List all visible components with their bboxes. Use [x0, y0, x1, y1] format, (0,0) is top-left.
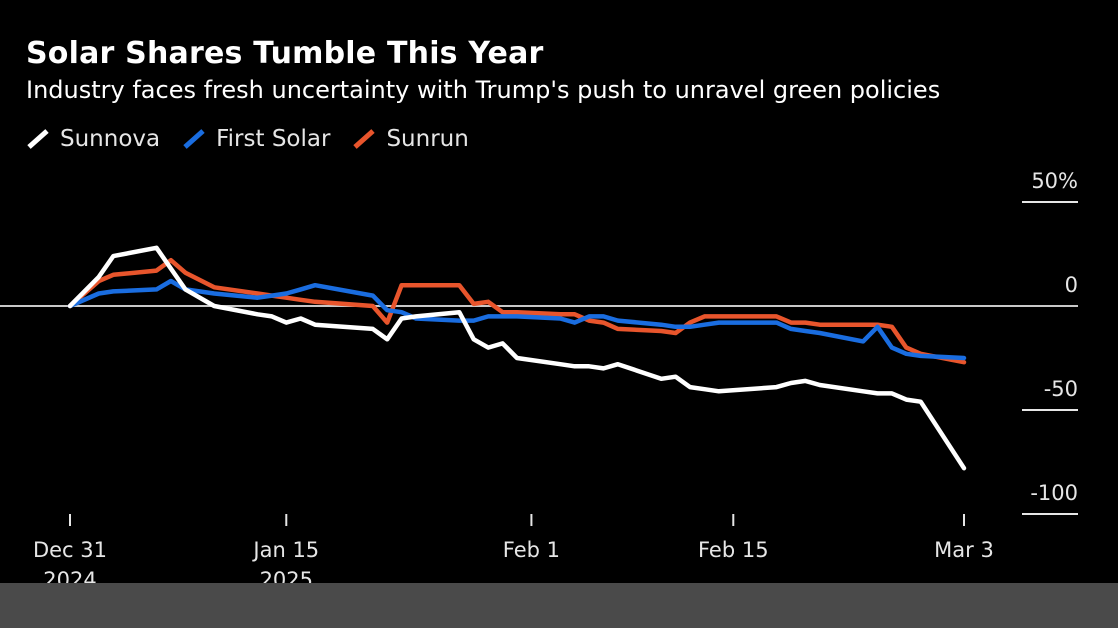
footer-bar	[0, 583, 1118, 628]
legend-item-first-solar[interactable]: First Solar	[182, 126, 330, 152]
x-tick-label: Feb 15	[698, 538, 769, 562]
y-tick-label: -50	[1044, 377, 1078, 401]
x-tick-label: Feb 1	[503, 538, 560, 562]
series-line-first-solar	[67, 278, 967, 361]
chart-subtitle: Industry faces fresh uncertainty with Tr…	[26, 76, 941, 104]
legend-swatch-first-solar	[183, 129, 205, 149]
series-line-sunrun	[67, 257, 967, 365]
y-tick-label: 50%	[1031, 169, 1078, 193]
x-tick-label: Dec 31	[33, 538, 107, 562]
x-tick-label: Jan 15	[251, 538, 319, 562]
legend-label-sunrun: Sunrun	[386, 126, 469, 152]
legend-item-sunrun[interactable]: Sunrun	[352, 126, 469, 152]
legend-swatch-line-sunrun	[353, 129, 376, 149]
chart-legend: Sunnova First Solar Sunrun	[26, 126, 469, 152]
x-tick-label: Mar 3	[934, 538, 994, 562]
legend-swatch-line-first-solar	[183, 129, 205, 149]
y-tick-label: -100	[1030, 481, 1078, 505]
legend-label-sunnova: Sunnova	[60, 126, 161, 152]
legend-swatch-sunnova	[27, 129, 49, 149]
series-line-sunnova	[67, 245, 967, 471]
legend-swatch-sunrun	[353, 129, 376, 149]
legend-swatch-line-sunnova	[27, 129, 49, 149]
legend-label-first-solar: First Solar	[216, 126, 331, 152]
chart-title: Solar Shares Tumble This Year	[26, 36, 544, 71]
y-tick-label: 0	[1065, 273, 1078, 297]
legend-item-sunnova[interactable]: Sunnova	[26, 126, 160, 152]
